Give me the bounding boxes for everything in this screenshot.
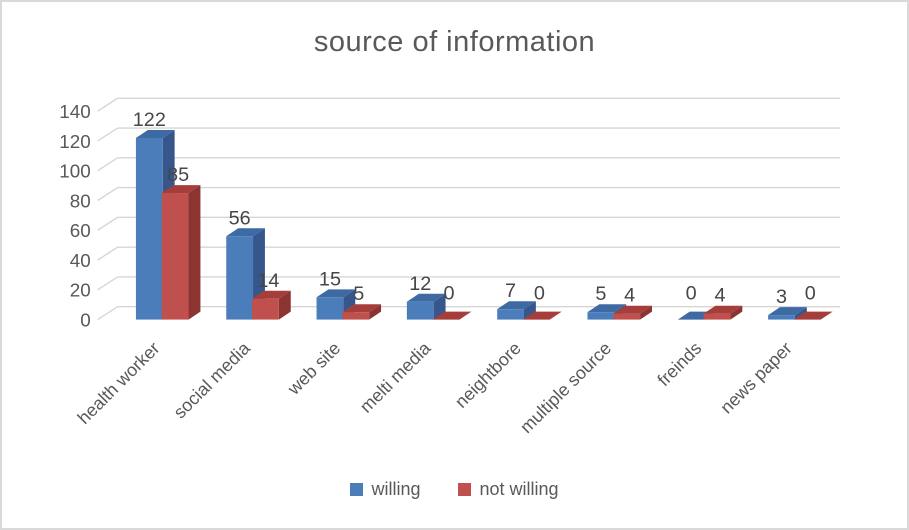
bar-top-face [161, 185, 201, 194]
bar-front-face [252, 298, 279, 320]
bar-top-face [342, 304, 382, 313]
value-label-not-willing: 0 [534, 283, 545, 305]
y-tick-label: 60 [70, 220, 91, 241]
category-label: web site [283, 338, 344, 399]
bar-zero-face [793, 311, 833, 320]
y-tick-label: 40 [70, 250, 91, 271]
value-label-willing: 0 [686, 283, 697, 305]
value-label-not-willing: 4 [624, 285, 635, 307]
legend-label-not-willing: not willing [479, 479, 559, 499]
bar-front-face [342, 312, 370, 320]
category-label: health worker [74, 338, 164, 428]
bar-front-face [135, 137, 163, 320]
bar-front-face [703, 313, 731, 320]
bar-front-face [587, 312, 615, 320]
bar-top-face [497, 301, 536, 310]
y-tick [97, 246, 118, 261]
value-label-not-willing: 0 [444, 283, 455, 305]
value-label-willing: 7 [505, 280, 516, 302]
legend-swatch-willing-icon [350, 483, 364, 496]
bar-side-face [278, 290, 291, 320]
y-tick-label: 120 [59, 131, 90, 152]
value-label-willing: 5 [595, 283, 606, 305]
value-label-willing: 15 [319, 268, 341, 290]
bar-front-face [768, 315, 795, 320]
y-tick [97, 306, 118, 321]
legend-swatch-not-willing-icon [458, 483, 472, 496]
bar-zero-face [432, 311, 472, 320]
y-tick-label: 0 [80, 310, 90, 331]
category-label: social media [170, 338, 254, 422]
bar-front-face [161, 193, 189, 320]
bar-top-face [316, 289, 356, 298]
value-label-willing: 56 [229, 207, 251, 229]
y-tick [97, 157, 118, 172]
legend-item-willing: willing [350, 479, 420, 500]
bar-side-face [640, 305, 652, 320]
bar-front-face [613, 313, 641, 320]
bar-front-face [406, 301, 434, 320]
bar-side-face [523, 301, 536, 320]
legend: willing not willing [2, 479, 907, 500]
y-tick [97, 276, 118, 291]
category-label: melti media [356, 338, 435, 417]
bar-top-face [226, 228, 265, 237]
bar-zero-face [522, 311, 562, 320]
bar-top-face [406, 293, 446, 302]
value-label-not-willing: 4 [714, 285, 725, 307]
bar-front-face [316, 297, 344, 320]
bar-front-face [497, 309, 524, 320]
bar-side-face [369, 304, 382, 320]
legend-item-not-willing: not willing [458, 479, 559, 500]
bar-front-face [226, 236, 254, 320]
bar-top-face [768, 307, 807, 316]
value-label-not-willing: 5 [353, 283, 364, 305]
value-label-willing: 12 [409, 273, 431, 295]
bar-top-face [135, 130, 175, 138]
y-tick-label: 20 [70, 280, 91, 301]
bar-top-face [613, 305, 652, 314]
category-label: multiple source [516, 338, 615, 437]
value-label-not-willing: 14 [257, 270, 279, 292]
category-label: neightbore [451, 338, 525, 412]
category-label: news paper [716, 338, 795, 417]
value-label-willing: 3 [776, 286, 787, 308]
y-tick [97, 97, 118, 112]
bar-side-face [188, 185, 201, 320]
y-tick-label: 80 [70, 190, 91, 211]
category-label: freinds [653, 338, 705, 390]
y-tick [97, 127, 118, 142]
bar-top-face [587, 304, 627, 313]
y-tick-label: 100 [59, 161, 90, 182]
legend-label-willing: willing [371, 479, 421, 499]
y-tick [97, 187, 118, 202]
bar-side-face [794, 307, 807, 320]
y-tick [97, 216, 118, 231]
bar-top-face [703, 305, 743, 314]
value-label-not-willing: 85 [167, 164, 189, 186]
bar-top-face [252, 290, 291, 299]
value-label-willing: 122 [133, 109, 166, 131]
bar-side-face [730, 305, 743, 320]
chart-title: source of information [313, 26, 596, 58]
value-label-not-willing: 0 [805, 283, 816, 305]
y-tick-label: 140 [59, 101, 90, 122]
